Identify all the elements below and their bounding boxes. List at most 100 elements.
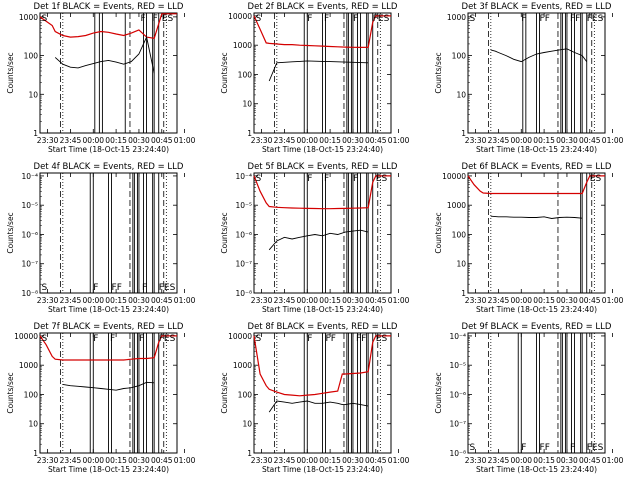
x-tick-label: 00:30 <box>128 136 150 145</box>
x-tick-label: 00:30 <box>342 296 364 305</box>
x-tick-label: 00:00 <box>296 136 318 145</box>
flag-marker: FES <box>159 334 176 344</box>
x-tick-label: 00:45 <box>579 136 601 145</box>
flag-marker: ES <box>376 334 388 344</box>
panel-title: Det 5f BLACK = Events, RED = LLD <box>248 162 398 172</box>
flag-marker: FES <box>587 14 604 24</box>
flag-marker: FF <box>540 14 550 24</box>
y-axis-label: Counts/sec <box>220 372 229 413</box>
y-tick-label: 10⁻⁸ <box>235 289 252 298</box>
x-tick-label: 23:45 <box>274 296 296 305</box>
x-tick-label: 00:15 <box>105 296 127 305</box>
lld-series-line <box>253 335 391 397</box>
panel-det-2: Det 2f BLACK = Events, RED = LLD 1 10 100 10… <box>220 2 410 154</box>
events-series-line <box>62 381 155 391</box>
panel-title: Det 8f BLACK = Events, RED = LLD <box>248 322 398 332</box>
flag-marker: FES <box>159 283 176 293</box>
lld-series-line <box>39 13 177 39</box>
flag-marker: FF <box>540 443 550 453</box>
y-tick-label: 1 <box>247 449 252 458</box>
flag-marker: F <box>307 14 312 24</box>
x-tick-label: 00:30 <box>556 456 578 465</box>
x-tick-label: 23:30 <box>37 136 59 145</box>
y-tick-label: 1000 <box>233 41 252 50</box>
flag-marker: F <box>153 14 158 24</box>
y-tick-label: 100 <box>452 52 467 61</box>
flag-marker: S <box>470 443 476 453</box>
flag-marker: S <box>256 334 262 344</box>
lld-series-line <box>39 335 177 361</box>
x-tick-label: 01:00 <box>388 456 410 465</box>
y-axis-label: Counts/sec <box>6 52 15 93</box>
x-tick-label: 00:45 <box>151 296 173 305</box>
panel-title: Det 4f BLACK = Events, RED = LLD <box>34 162 184 172</box>
y-tick-label: 10⁻⁶ <box>449 390 466 399</box>
y-tick-label: 10⁻⁷ <box>235 260 252 269</box>
y-axis-label: Counts/sec <box>6 212 15 253</box>
x-tick-label: 01:00 <box>388 136 410 145</box>
events-series-line <box>490 215 583 219</box>
flag-marker: S <box>256 14 262 24</box>
y-tick-label: 100 <box>452 230 467 239</box>
y-tick-label: 10000 <box>228 12 252 21</box>
panel-det-6: Det 6f BLACK = Events, RED = LLD 1 10 100 10… <box>434 162 624 314</box>
x-tick-label: 00:30 <box>128 296 150 305</box>
plot-frame <box>467 172 606 294</box>
x-tick-label: 01:00 <box>174 136 196 145</box>
x-tick-label: 01:00 <box>174 456 196 465</box>
x-tick-label: 23:45 <box>274 136 296 145</box>
x-tick-label: 01:00 <box>388 296 410 305</box>
y-tick-label: 10⁻⁷ <box>21 260 38 269</box>
x-tick-label: 00:45 <box>579 296 601 305</box>
y-tick-label: 10⁻⁴ <box>449 332 466 341</box>
panel-det-5: Det 5f BLACK = Events, RED = LLD 10⁻⁸ 10⁻⁷… <box>220 162 410 314</box>
x-tick-label: 00:15 <box>105 136 127 145</box>
x-tick-label: 23:30 <box>465 296 487 305</box>
y-tick-label: 10⁻⁵ <box>449 361 466 370</box>
y-tick-label: 1000 <box>447 201 466 210</box>
y-tick-label: 100 <box>24 52 39 61</box>
x-tick-label: 00:30 <box>556 296 578 305</box>
flag-marker: F <box>93 283 98 293</box>
y-tick-label: 10⁻⁶ <box>235 230 252 239</box>
y-axis-label: Counts/sec <box>6 372 15 413</box>
x-tick-label: 23:45 <box>60 456 82 465</box>
flag-marker: FES <box>373 14 390 24</box>
x-tick-label: 23:30 <box>465 456 487 465</box>
panel-title: Det 6f BLACK = Events, RED = LLD <box>462 162 612 172</box>
events-series-line <box>490 48 588 63</box>
y-tick-label: 1 <box>461 289 466 298</box>
y-tick-label: 100 <box>24 390 39 399</box>
x-axis-label: Start Time (18-Oct-15 23:24:40) <box>48 145 169 154</box>
x-tick-label: 23:45 <box>488 296 510 305</box>
x-tick-label: 00:45 <box>579 456 601 465</box>
x-tick-label: 00:00 <box>82 136 104 145</box>
y-tick-label: 1 <box>461 129 466 138</box>
y-tick-label: 10 <box>242 100 252 109</box>
panels: Det 1f BLACK = Events, RED = LLD11010010… <box>6 2 624 474</box>
events-series-line <box>268 60 369 82</box>
flag-marker: F <box>324 174 329 184</box>
lld-series-line <box>253 15 391 49</box>
x-axis-label: Start Time (18-Oct-15 23:24:40) <box>476 145 597 154</box>
flag-marker: F <box>110 334 115 344</box>
x-tick-label: 00:45 <box>151 456 173 465</box>
flag-marker: FF <box>326 334 336 344</box>
flag-marker: F <box>142 283 147 293</box>
x-axis-label: Start Time (18-Oct-15 23:24:40) <box>476 305 597 314</box>
flag-marker: ES <box>162 14 174 24</box>
y-tick-label: 10 <box>456 90 466 99</box>
x-tick-label: 00:00 <box>510 296 532 305</box>
y-tick-label: 1000 <box>447 13 466 22</box>
x-tick-label: 01:00 <box>174 296 196 305</box>
x-tick-label: 00:30 <box>342 456 364 465</box>
flag-marker: F <box>570 443 575 453</box>
y-tick-label: 10⁻⁴ <box>21 172 38 181</box>
y-tick-label: 10000 <box>14 332 38 341</box>
flag-marker: S <box>470 14 476 24</box>
flag-marker: F <box>521 443 526 453</box>
x-tick-label: 00:00 <box>510 456 532 465</box>
panel-det-1: Det 1f BLACK = Events, RED = LLD 1 10 100 10… <box>6 2 196 154</box>
